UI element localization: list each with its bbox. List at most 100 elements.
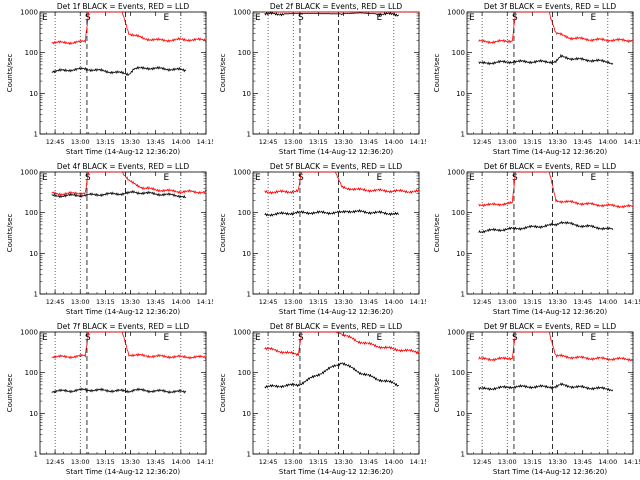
x-tick-label: 13:30 <box>548 298 567 306</box>
event-marker-label: E <box>469 13 475 23</box>
x-axis-label: Start Time (14-Aug-12 12:36:20) <box>493 468 607 476</box>
lld-series-line <box>51 11 207 46</box>
chart-title: Det 9f BLACK = Events, RED = LLD <box>484 322 617 331</box>
events-series-line <box>478 382 614 392</box>
detector-chart: Det 7f BLACK = Events, RED = LLD 1 10 100 10… <box>6 322 213 476</box>
events-series-line <box>51 189 187 199</box>
x-axis-label: Start Time (14-Aug-12 12:36:20) <box>66 308 180 316</box>
detector-chart: Det 5f BLACK = Events, RED = LLD 1 10 100 10… <box>219 162 426 316</box>
events-series-line <box>478 220 614 234</box>
detector-chart: Det 2f BLACK = Events, RED = LLD 1 10 100 10… <box>219 2 426 156</box>
event-marker-label: S <box>298 13 304 23</box>
x-tick-label: 14:15 <box>624 458 640 466</box>
y-tick-label: 10 <box>456 410 465 418</box>
events-series-line <box>51 65 187 77</box>
x-axis-label: Start Time (14-Aug-12 12:36:20) <box>279 148 393 156</box>
x-tick-label: 14:15 <box>410 298 426 306</box>
y-tick-label: 100 <box>238 369 251 377</box>
event-marker-label: E <box>42 173 48 183</box>
x-tick-label: 13:30 <box>121 458 140 466</box>
lld-series-line <box>478 331 634 362</box>
event-marker-label: E <box>255 13 261 23</box>
x-tick-label: 14:00 <box>598 298 617 306</box>
chart-title: Det 3f BLACK = Events, RED = LLD <box>484 2 617 11</box>
x-tick-label: 13:45 <box>146 138 165 146</box>
y-tick-label: 1000 <box>20 329 38 337</box>
x-tick-label: 14:00 <box>384 458 403 466</box>
y-axis-label: Counts/sec <box>433 54 441 93</box>
detector-chart: Det 9f BLACK = Events, RED = LLD 1 10 100 10… <box>433 322 640 476</box>
event-marker-label: E <box>377 173 383 183</box>
x-tick-label: 12:45 <box>473 138 492 146</box>
y-tick-label: 100 <box>238 209 251 217</box>
y-axis-label: Counts/sec <box>6 54 14 93</box>
y-tick-label: 100 <box>25 369 38 377</box>
x-tick-label: 14:15 <box>410 138 426 146</box>
event-marker-label: E <box>469 173 475 183</box>
x-tick-label: 12:45 <box>473 298 492 306</box>
chart-title: Det 4f BLACK = Events, RED = LLD <box>57 162 190 171</box>
x-axis-label: Start Time (14-Aug-12 12:36:20) <box>279 308 393 316</box>
x-tick-label: 13:30 <box>334 138 353 146</box>
y-axis-label: Counts/sec <box>6 214 14 253</box>
x-tick-label: 13:15 <box>309 138 328 146</box>
x-tick-label: 14:00 <box>598 138 617 146</box>
event-marker-label: S <box>298 173 304 183</box>
lld-series-line <box>264 331 420 357</box>
x-tick-label: 13:00 <box>71 138 90 146</box>
y-tick-label: 1 <box>247 451 251 459</box>
event-marker-label: E <box>591 13 597 23</box>
y-tick-label: 10 <box>456 90 465 98</box>
x-tick-label: 13:30 <box>548 138 567 146</box>
event-marker-label: E <box>164 173 170 183</box>
x-tick-label: 13:45 <box>146 298 165 306</box>
event-marker-label: E <box>469 333 475 343</box>
y-tick-label: 10 <box>242 90 251 98</box>
x-axis-label: Start Time (14-Aug-12 12:36:20) <box>493 148 607 156</box>
y-tick-label: 100 <box>452 369 465 377</box>
y-tick-label: 1 <box>461 451 465 459</box>
y-tick-label: 1000 <box>20 9 38 17</box>
x-tick-label: 13:15 <box>96 138 115 146</box>
y-tick-label: 1000 <box>447 9 465 17</box>
x-tick-label: 14:00 <box>598 458 617 466</box>
x-tick-label: 14:15 <box>197 298 213 306</box>
chart-title: Det 8f BLACK = Events, RED = LLD <box>270 322 403 331</box>
event-marker-label: E <box>377 13 383 23</box>
x-tick-label: 14:15 <box>624 138 640 146</box>
y-tick-label: 10 <box>29 90 38 98</box>
event-marker-label: E <box>255 333 261 343</box>
y-tick-label: 1 <box>461 291 465 299</box>
x-tick-label: 13:30 <box>334 298 353 306</box>
x-tick-label: 12:45 <box>46 458 65 466</box>
y-tick-label: 10 <box>242 250 251 258</box>
chart-title: Det 6f BLACK = Events, RED = LLD <box>484 162 617 171</box>
x-tick-label: 13:00 <box>498 458 517 466</box>
x-tick-label: 13:00 <box>498 298 517 306</box>
y-axis-label: Counts/sec <box>433 374 441 413</box>
y-tick-label: 1000 <box>233 9 251 17</box>
x-tick-label: 13:15 <box>523 458 542 466</box>
x-tick-label: 14:00 <box>171 138 190 146</box>
y-tick-label: 100 <box>452 209 465 217</box>
x-tick-label: 13:45 <box>573 298 592 306</box>
x-tick-label: 13:45 <box>359 298 378 306</box>
x-tick-label: 14:00 <box>384 298 403 306</box>
lld-series-line <box>478 171 634 209</box>
x-tick-label: 14:15 <box>410 458 426 466</box>
y-tick-label: 100 <box>238 49 251 57</box>
y-tick-label: 1000 <box>233 169 251 177</box>
event-marker-label: E <box>255 173 261 183</box>
x-tick-label: 12:45 <box>259 298 278 306</box>
x-tick-label: 13:00 <box>71 298 90 306</box>
x-tick-label: 12:45 <box>473 458 492 466</box>
y-tick-label: 100 <box>25 209 38 217</box>
x-tick-label: 13:15 <box>96 458 115 466</box>
x-tick-label: 13:00 <box>284 458 303 466</box>
x-axis-label: Start Time (14-Aug-12 12:36:20) <box>279 468 393 476</box>
lld-series-line <box>264 171 420 195</box>
lld-series-line <box>51 331 207 360</box>
x-tick-label: 13:15 <box>523 298 542 306</box>
x-tick-label: 13:45 <box>146 458 165 466</box>
